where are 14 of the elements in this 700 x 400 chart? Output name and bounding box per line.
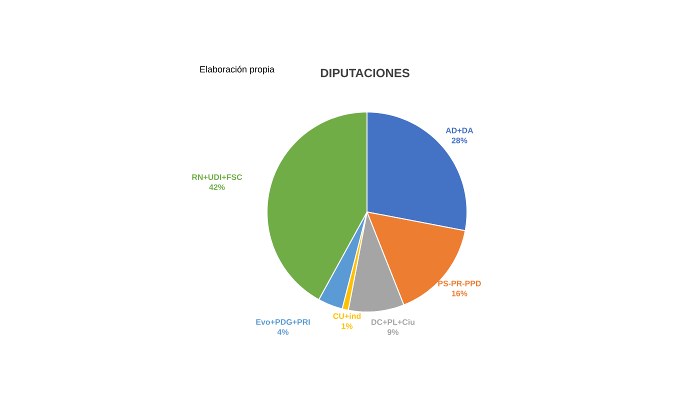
- slice-label: PS-PR-PPD: [438, 280, 481, 286]
- data-label: 1%: [342, 323, 353, 329]
- slice-label: Evo+PDG+PRI: [256, 319, 310, 325]
- slice-label: DC+PL+Ciu: [372, 319, 414, 325]
- data-label: 4%: [277, 329, 289, 335]
- data-label: 16%: [452, 290, 468, 296]
- chart-title: DIPUTACIONES: [320, 68, 410, 78]
- data-label: 9%: [388, 329, 399, 335]
- slice-label: CU+ind: [333, 313, 361, 319]
- slice-label: RN+UDI+FSC: [192, 174, 242, 180]
- text: Elaboración propia: [200, 66, 275, 74]
- data-label: 28%: [452, 138, 468, 144]
- data-label: 42%: [209, 184, 225, 190]
- slice-label: AD+DA: [446, 128, 474, 134]
